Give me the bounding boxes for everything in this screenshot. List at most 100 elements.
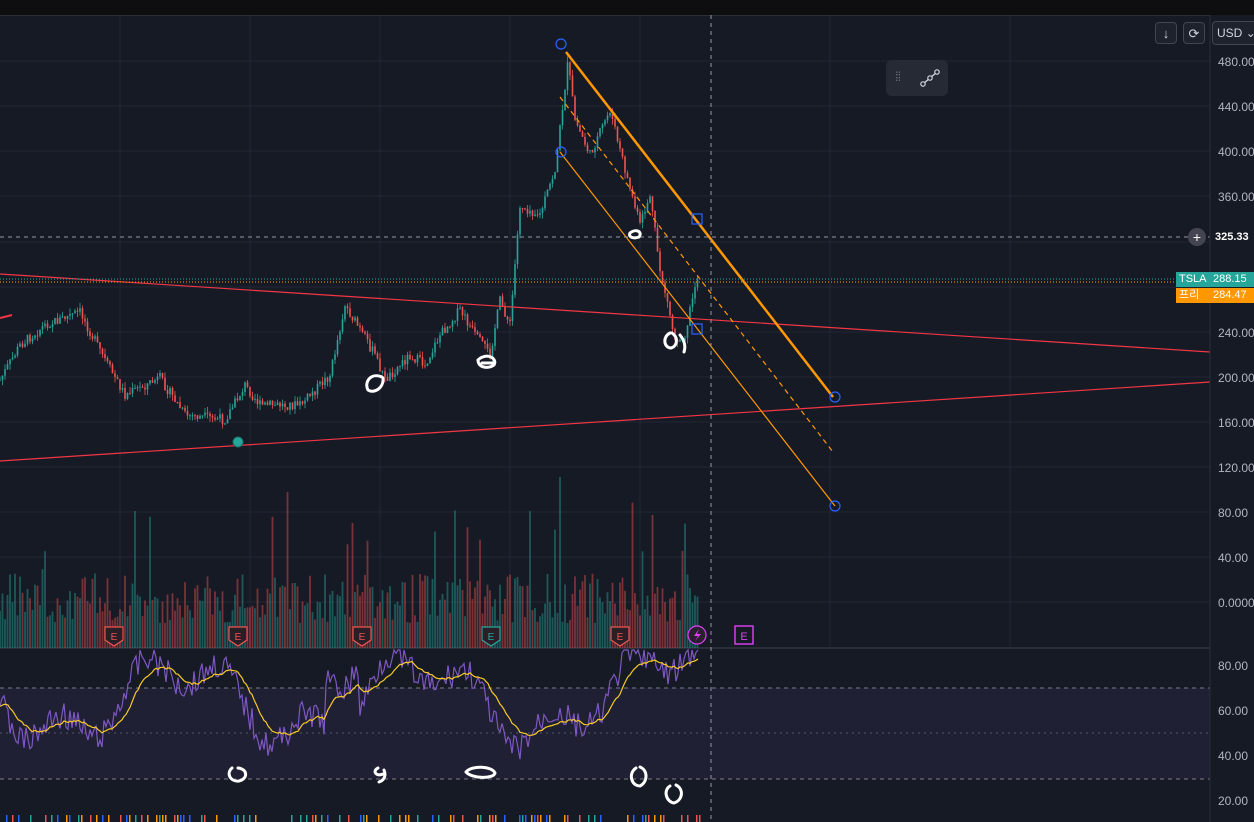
volume-bar <box>216 597 219 648</box>
volume-bar <box>126 616 129 648</box>
future-earnings-marker[interactable] <box>734 625 754 645</box>
volume-bar <box>184 582 186 648</box>
volume-bar <box>51 611 54 648</box>
strip-tick <box>189 815 191 822</box>
channel-mid-line[interactable] <box>559 96 834 453</box>
volume-bar <box>374 617 376 648</box>
refresh-button[interactable]: ⟳ <box>1183 22 1205 44</box>
candle-body <box>361 327 364 332</box>
candle-body <box>661 271 664 283</box>
candle-body <box>286 407 289 410</box>
volume-bar <box>131 583 134 648</box>
download-button[interactable]: ↓ <box>1155 22 1177 44</box>
volume-bar <box>281 585 284 648</box>
strip-tick <box>363 815 365 822</box>
candle-body <box>219 414 221 419</box>
candle-body <box>344 306 346 320</box>
low-marker[interactable] <box>232 436 244 448</box>
volume-bar <box>29 598 31 648</box>
price-chart[interactable]: E E E E E E 480.00 440.00 400.00 360.00 240.00 200… <box>0 15 1254 822</box>
volume-bar <box>14 573 16 648</box>
candle-body <box>4 369 6 376</box>
volume-bar <box>664 602 666 648</box>
volume-bar <box>331 590 334 648</box>
anchor-point[interactable] <box>555 38 567 50</box>
candle-body <box>159 373 161 377</box>
candle-body <box>164 377 166 391</box>
earnings-marker-icon[interactable] <box>104 626 124 647</box>
volume-bar <box>309 575 311 648</box>
strip-tick <box>255 815 257 822</box>
volume-bar <box>69 591 71 648</box>
channel-lower-line[interactable] <box>559 151 836 507</box>
volume-bar <box>401 582 404 648</box>
volume-bar <box>586 617 589 648</box>
candle-body <box>309 393 311 396</box>
anchor-handle[interactable] <box>691 213 703 225</box>
drag-handle-icon[interactable]: ⁞⁞ <box>895 69 901 84</box>
volume-bar <box>451 582 454 648</box>
volume-bar <box>476 580 479 648</box>
resistance-trendline[interactable] <box>0 273 1211 353</box>
rsi-line <box>0 648 699 760</box>
earnings-marker-icon[interactable] <box>481 626 501 647</box>
anchor-point[interactable] <box>555 146 567 158</box>
drawing-toolbar[interactable]: ⁞⁞ <box>886 60 948 96</box>
candle-body <box>91 335 94 339</box>
price-axis[interactable] <box>1210 15 1254 822</box>
earnings-marker-icon[interactable] <box>228 626 248 647</box>
earnings-marker-icon[interactable] <box>352 626 372 647</box>
volume-bar <box>364 574 366 648</box>
strip-tick <box>627 815 629 822</box>
candle-body <box>594 148 596 153</box>
add-alert-button[interactable]: + <box>1188 228 1206 246</box>
volume-bar <box>669 598 671 648</box>
volume-bar <box>41 569 44 648</box>
volume-bar <box>559 476 561 648</box>
earnings-marker-icon[interactable] <box>610 626 630 647</box>
volume-bar <box>279 587 281 648</box>
earnings-marker-label: E <box>617 632 624 643</box>
download-icon: ↓ <box>1162 26 1170 41</box>
candle-body <box>294 401 296 410</box>
candle-body <box>631 189 634 197</box>
candle-body <box>544 196 546 209</box>
volume-bar <box>604 613 606 648</box>
volume-bar <box>391 619 394 648</box>
candle-body <box>601 124 604 129</box>
volume-bar <box>591 573 594 648</box>
trend-line-tool-icon[interactable] <box>918 67 942 89</box>
anchor-point[interactable] <box>829 500 841 512</box>
strip-tick <box>417 815 419 822</box>
volume-bar <box>104 603 106 648</box>
volume-bar <box>174 610 176 648</box>
candle-body <box>246 382 249 387</box>
strip-tick <box>378 815 380 822</box>
strip-tick <box>654 815 656 822</box>
candle-body <box>261 400 264 405</box>
strip-tick <box>249 815 251 822</box>
volume-bar <box>444 599 446 648</box>
channel-anchors[interactable] <box>555 38 841 512</box>
volume-bar <box>376 606 379 648</box>
currency-select[interactable]: USD ⌄ <box>1212 21 1254 45</box>
candle-body <box>641 213 644 223</box>
candle-body <box>419 355 421 358</box>
volume-bar <box>501 613 504 648</box>
strip-tick <box>489 815 491 822</box>
support-trendline[interactable] <box>0 381 1211 462</box>
anchor-handle[interactable] <box>691 323 703 335</box>
strip-tick <box>696 815 698 822</box>
second-tag: 프리 <box>1176 288 1210 303</box>
volume-bar <box>396 601 399 648</box>
strip-tick <box>201 815 203 822</box>
candle-body <box>451 321 454 327</box>
candle-body <box>606 115 609 121</box>
anchor-point[interactable] <box>829 391 841 403</box>
rsi-tick-label: 20.00 <box>1218 794 1248 808</box>
candle-body <box>204 412 206 416</box>
candle-body <box>504 306 506 317</box>
volume-bar <box>149 516 151 648</box>
candle-body <box>366 333 369 340</box>
